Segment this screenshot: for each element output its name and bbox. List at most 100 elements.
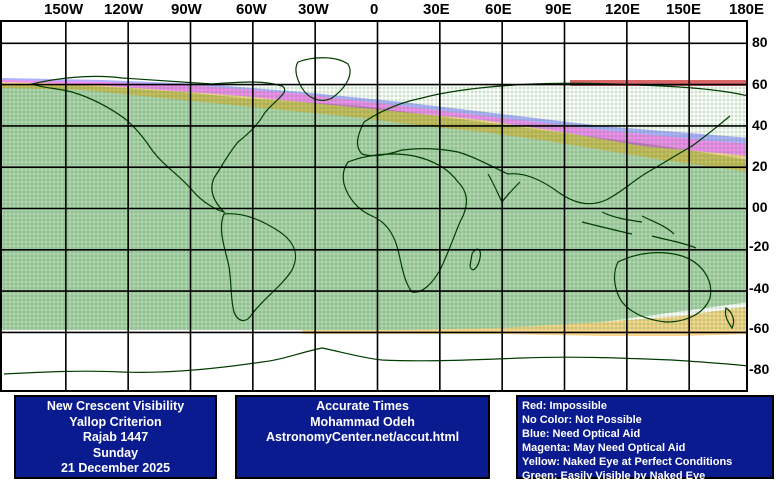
zone-dot <box>671 119 673 121</box>
zone-dot <box>675 91 677 93</box>
zone-dot <box>655 115 657 117</box>
zone-dot <box>711 103 713 105</box>
zone-dot <box>691 99 693 101</box>
zone-dot <box>547 115 549 117</box>
zone-dot <box>551 115 553 117</box>
zone-dot <box>419 95 421 97</box>
zone-dot <box>747 183 748 185</box>
zone-dot <box>723 87 725 89</box>
zone-dot <box>623 99 625 101</box>
zone-dot <box>511 107 513 109</box>
zone-dot <box>479 95 481 97</box>
zone-dot <box>675 123 677 125</box>
zone-dot <box>587 111 589 113</box>
zone-dot <box>583 115 585 117</box>
zone-dot <box>663 115 665 117</box>
zone-dot <box>611 91 613 93</box>
zone-dot <box>583 103 585 105</box>
zone-dot <box>591 95 593 97</box>
zone-dot <box>747 163 748 165</box>
zone-dot <box>731 107 733 109</box>
zone-dot <box>651 123 653 125</box>
zone-dot <box>507 103 509 105</box>
zone-dot <box>719 115 721 117</box>
zone-dot <box>747 87 748 89</box>
zone-dot <box>727 107 729 109</box>
zone-dot <box>555 87 557 89</box>
zone-dot <box>459 99 461 101</box>
zone-dot <box>671 103 673 105</box>
zone-dot <box>747 107 748 109</box>
zone-dot <box>723 111 725 113</box>
zone-dot <box>695 123 697 125</box>
zone-dot <box>495 99 497 101</box>
zone-dot <box>679 115 681 117</box>
zone-dot <box>651 91 653 93</box>
zone-dot <box>595 115 597 117</box>
zone-dot <box>483 103 485 105</box>
zone-dot <box>503 91 505 93</box>
zone-dot <box>699 131 701 133</box>
zone-dot <box>623 87 625 89</box>
zone-dot <box>543 115 545 117</box>
zone-dot <box>739 95 741 97</box>
zone-dot <box>747 167 748 169</box>
zone-dot <box>539 103 541 105</box>
zone-dot <box>691 103 693 105</box>
zone-dot <box>723 95 725 97</box>
zone-dot <box>715 91 717 93</box>
zone-dot <box>347 87 349 89</box>
zone-dot <box>395 87 397 89</box>
zone-dot <box>467 103 469 105</box>
zone-dot <box>591 87 593 89</box>
zone-dot <box>667 115 669 117</box>
lat-label: -20 <box>749 238 769 254</box>
zone-dot <box>719 127 721 129</box>
zone-dot <box>499 91 501 93</box>
zone-dot <box>603 87 605 89</box>
zone-dot <box>559 119 561 121</box>
zone-dot <box>575 115 577 117</box>
zone-dot <box>395 95 397 97</box>
zone-dot <box>679 91 681 93</box>
zone-dot <box>523 87 525 89</box>
zone-dot <box>475 107 477 109</box>
zone-dot <box>531 91 533 93</box>
zone-dot <box>555 103 557 105</box>
zone-dot <box>567 91 569 93</box>
zone-dot <box>407 95 409 97</box>
zone-dot <box>651 103 653 105</box>
zone-dot <box>703 107 705 109</box>
zone-dot <box>731 103 733 105</box>
zone-dot <box>411 87 413 89</box>
zone-dot <box>635 123 637 125</box>
zone-dot <box>527 107 529 109</box>
zone-dot <box>715 111 717 113</box>
zone-dot <box>671 127 673 129</box>
zone-dot <box>599 107 601 109</box>
zone-dot <box>739 135 741 137</box>
zone-dot <box>443 95 445 97</box>
zone-dot <box>591 111 593 113</box>
zone-dot <box>611 119 613 121</box>
zone-dot <box>735 115 737 117</box>
zone-dot <box>587 91 589 93</box>
zone-dot <box>631 99 633 101</box>
zone-dot <box>719 107 721 109</box>
zone-dot <box>655 123 657 125</box>
zone-dot <box>607 99 609 101</box>
zone-dot <box>555 107 557 109</box>
zone-dot <box>711 99 713 101</box>
zone-dot <box>599 115 601 117</box>
zone-dot <box>747 171 748 173</box>
zone-dot <box>571 87 573 89</box>
zone-dot <box>607 111 609 113</box>
zone-dot <box>371 95 373 97</box>
zone-dot <box>571 91 573 93</box>
zone-dot <box>575 87 577 89</box>
zone-dot <box>663 87 665 89</box>
zone-dot <box>667 107 669 109</box>
zone-dot <box>371 87 373 89</box>
zone-dot <box>491 99 493 101</box>
zone-dot <box>519 103 521 105</box>
